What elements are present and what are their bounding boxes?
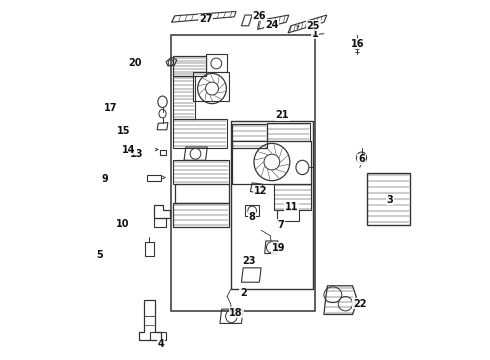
Text: 12: 12 bbox=[254, 186, 267, 197]
Bar bbox=[231, 121, 313, 289]
Text: 14: 14 bbox=[122, 144, 136, 154]
Text: 5: 5 bbox=[97, 250, 103, 260]
Bar bbox=[146, 242, 154, 256]
Text: 2: 2 bbox=[240, 288, 246, 298]
Text: 6: 6 bbox=[358, 154, 365, 164]
Text: 20: 20 bbox=[128, 58, 141, 68]
Text: 22: 22 bbox=[353, 299, 367, 309]
Text: 3: 3 bbox=[387, 195, 393, 205]
Text: 9: 9 bbox=[101, 174, 108, 184]
Bar bbox=[172, 35, 315, 311]
Text: 4: 4 bbox=[157, 339, 164, 349]
Text: 13: 13 bbox=[130, 149, 144, 159]
Text: 24: 24 bbox=[265, 20, 279, 30]
Text: 17: 17 bbox=[104, 103, 117, 113]
Text: 11: 11 bbox=[285, 202, 298, 212]
Text: 10: 10 bbox=[116, 219, 130, 229]
Text: 26: 26 bbox=[252, 11, 266, 21]
Text: 19: 19 bbox=[271, 243, 285, 253]
Text: 25: 25 bbox=[306, 21, 320, 31]
Text: 27: 27 bbox=[199, 14, 212, 24]
Text: 1: 1 bbox=[312, 29, 318, 39]
Text: 21: 21 bbox=[275, 111, 289, 121]
Text: 15: 15 bbox=[118, 126, 131, 136]
Text: 18: 18 bbox=[229, 308, 243, 318]
Text: 16: 16 bbox=[350, 39, 364, 49]
Text: 8: 8 bbox=[249, 212, 256, 221]
Text: 7: 7 bbox=[277, 220, 284, 230]
Text: 23: 23 bbox=[242, 256, 255, 266]
